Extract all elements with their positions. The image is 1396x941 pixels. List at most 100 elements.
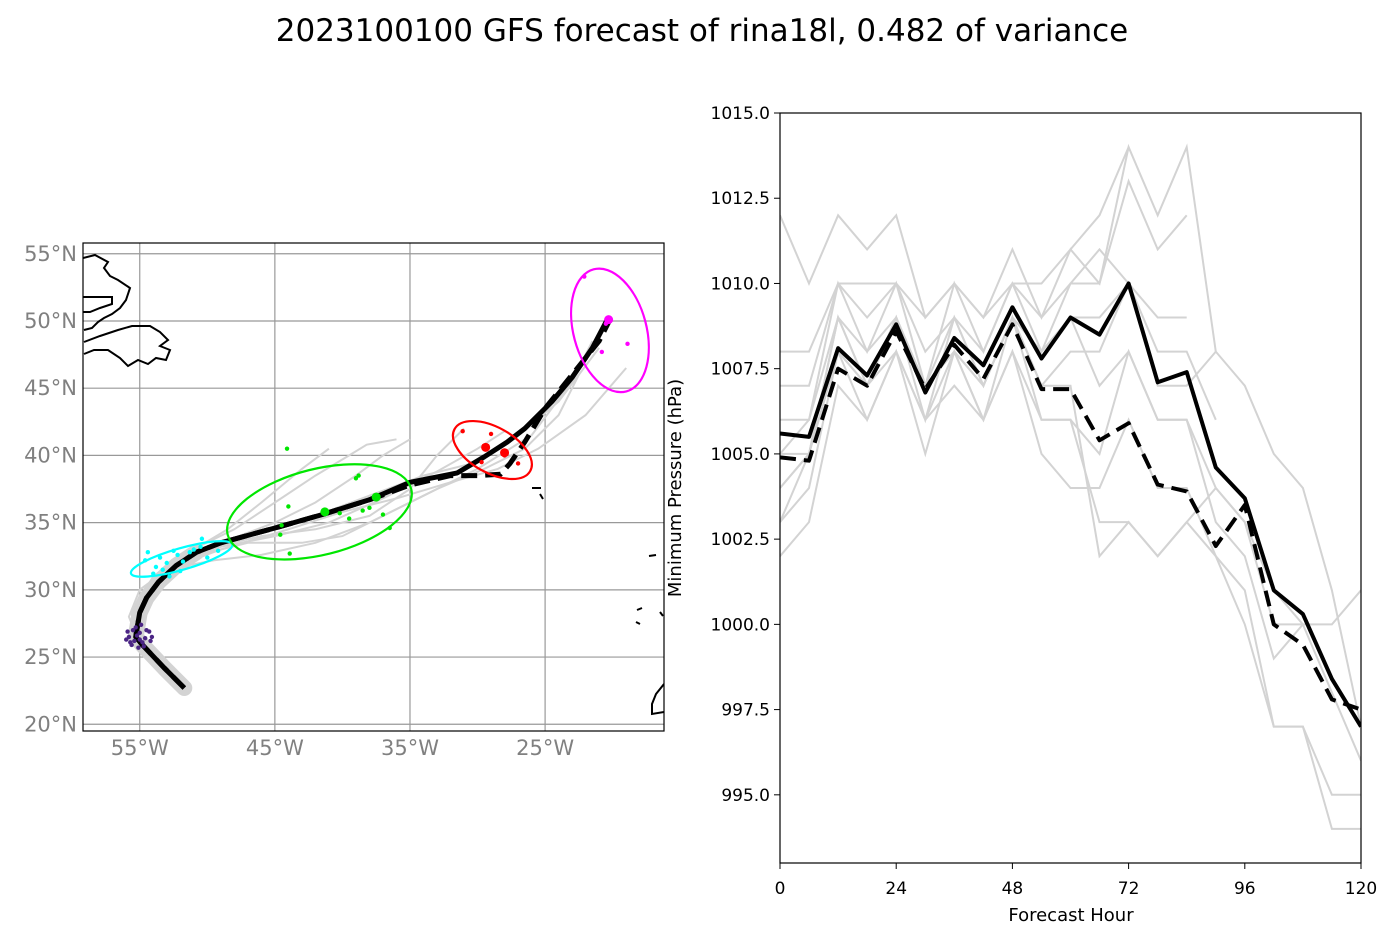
member-position (144, 627, 149, 633)
mean-position (481, 442, 491, 452)
ensemble-track (130, 340, 594, 693)
member-position (488, 431, 494, 437)
ensemble-pressure-lines (780, 143, 1361, 830)
x-axis-label: Forecast Hour (1008, 905, 1134, 926)
ensemble-pressure-line (780, 143, 1361, 727)
y-tick-label: 997.5 (721, 701, 770, 721)
member-position (360, 508, 365, 513)
member-position (133, 625, 138, 630)
uncertainty-ellipse (451, 419, 533, 481)
map-tick-labels: 20°N 25°N 30°N 35°N 40°N 45°N 50°N 55°N 55°W 45°W… (24, 242, 574, 760)
member-position (134, 633, 140, 638)
member-position (180, 559, 186, 564)
lon-tick-label: 55°W (111, 736, 169, 760)
lon-tick-label: 45°W (246, 736, 304, 760)
x-tick-label: 96 (1234, 879, 1256, 899)
y-tick-label: 1010.0 (711, 274, 770, 294)
member-position (199, 536, 205, 541)
member-position (141, 644, 147, 649)
member-position (130, 627, 136, 633)
y-tick-label: 1000.0 (711, 615, 770, 635)
uncertainty-ellipse (225, 463, 413, 561)
mean-position (371, 492, 381, 502)
ensemble-tracks (127, 340, 627, 696)
member-position (160, 567, 165, 572)
lat-tick-label: 20°N (24, 712, 77, 736)
member-position (599, 349, 605, 355)
member-position (198, 544, 203, 550)
member-position (124, 637, 129, 642)
member-position (125, 629, 130, 634)
x-tick-label: 24 (885, 879, 907, 899)
chart-frame (779, 112, 1362, 864)
y-tick-label: 1005.0 (711, 445, 770, 465)
member-position (137, 630, 142, 636)
member-position (460, 429, 465, 434)
y-tick-label: 995.0 (721, 786, 770, 806)
ensemble-pressure-line (780, 313, 1361, 796)
member-position (191, 547, 196, 552)
mean-position (320, 507, 330, 517)
y-tick-label: 1007.5 (711, 360, 770, 380)
mean-track-dashed (133, 321, 611, 690)
member-position (353, 476, 359, 481)
member-position (148, 638, 153, 644)
coastlines (83, 253, 664, 716)
mean-position (500, 448, 510, 458)
member-position (128, 640, 133, 645)
member-position (175, 552, 180, 558)
member-position (367, 505, 372, 511)
x-tick-label: 48 (1002, 879, 1024, 899)
y-tick-label: 1015.0 (711, 104, 770, 124)
member-position (515, 461, 521, 466)
lat-tick-label: 45°N (24, 376, 77, 400)
lon-tick-label: 35°W (381, 736, 439, 760)
mean-pressure-dashed (780, 322, 1361, 712)
member-position (380, 512, 386, 517)
member-position (138, 622, 144, 627)
y-axis-label: Minimum Pressure (hPa) (665, 379, 686, 597)
member-position (356, 473, 361, 478)
pressure-chart-panel: 995.0 997.5 1000.0 1002.5 1005.0 1007.5 1010.0… (665, 104, 1377, 926)
lat-tick-label: 55°N (24, 242, 77, 266)
member-position (337, 511, 342, 516)
member-position (279, 523, 284, 528)
member-position (137, 637, 142, 642)
mean-pressure-lines (780, 281, 1361, 728)
member-positions (124, 274, 630, 650)
chart-ticks: 995.0 997.5 1000.0 1002.5 1005.0 1007.5 1010.0… (711, 104, 1378, 899)
member-position (284, 446, 290, 451)
member-position (167, 574, 172, 579)
member-position (187, 550, 192, 555)
member-position (205, 555, 210, 560)
track-map-panel: 20°N 25°N 30°N 35°N 40°N 45°N 50°N 55°N 55°W 45°W… (24, 242, 665, 760)
lat-tick-label: 30°N (24, 578, 77, 602)
lat-tick-label: 25°N (24, 645, 77, 669)
figure-title: 2023100100 GFS forecast of rina18l, 0.48… (276, 13, 1128, 49)
x-tick-label: 0 (775, 879, 786, 899)
member-position (215, 548, 221, 554)
member-position (136, 645, 141, 650)
lat-tick-label: 50°N (24, 309, 77, 333)
ensemble-pressure-line (780, 247, 1187, 421)
member-position (287, 551, 292, 556)
member-position (132, 638, 137, 644)
member-position (346, 516, 352, 521)
member-position (164, 560, 169, 566)
x-tick-label: 72 (1118, 879, 1140, 899)
member-position (145, 550, 151, 555)
y-tick-label: 1012.5 (711, 189, 770, 209)
mean-tracks (133, 318, 611, 690)
member-position (479, 459, 484, 465)
x-tick-label: 120 (1345, 879, 1377, 899)
uncertainty-ellipses (129, 267, 650, 578)
lat-tick-label: 35°N (24, 511, 77, 535)
member-position (142, 636, 148, 641)
y-tick-label: 1002.5 (711, 530, 770, 550)
member-position (140, 640, 145, 645)
ensemble-track (140, 427, 465, 691)
member-position (286, 504, 291, 509)
uncertainty-ellipse (570, 267, 650, 394)
mean-position (604, 315, 614, 325)
